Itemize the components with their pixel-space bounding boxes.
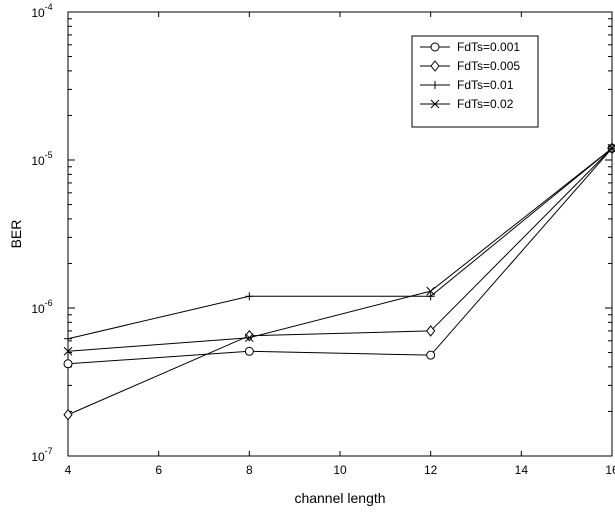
x-tick-label: 6 [155, 463, 162, 477]
marker-circle [426, 350, 436, 360]
marker-cross [430, 99, 440, 109]
axis-ticks: 4 6 8 10 12 14 16 10-7 10-6 10-5 10-4 [31, 2, 615, 477]
marker-shape [244, 333, 254, 343]
marker-cross [426, 286, 436, 296]
marker-diamond [426, 325, 436, 337]
y-tick-label: 10-5 [31, 150, 52, 168]
marker-shape [430, 42, 440, 52]
series-1 [63, 143, 615, 369]
x-tick-label: 16 [605, 463, 615, 477]
y-tick-label: 10-4 [31, 2, 52, 20]
marker-diamond [244, 329, 254, 342]
marker-cross [63, 346, 73, 356]
x-tick-label: 8 [246, 463, 253, 477]
marker-circle [63, 359, 73, 369]
series-line [67, 147, 613, 416]
marker-shape [430, 99, 440, 109]
marker-shape [430, 60, 440, 72]
marker-shape [426, 350, 436, 360]
y-axis-label: BER [8, 220, 24, 249]
series-line [67, 147, 613, 340]
y-tick-label: 10-7 [31, 446, 52, 464]
legend: FdTs=0.001 FdTs=0.005 FdTs=0.01 FdTs=0.02 [411, 35, 539, 128]
marker-diamond [63, 408, 73, 421]
marker-plus [426, 292, 435, 301]
x-axis-label: channel length [294, 490, 385, 506]
legend-entry: FdTs=0.02 [420, 97, 514, 111]
legend-label: FdTs=0.01 [457, 78, 514, 92]
series-3 [64, 144, 615, 343]
marker-shape [244, 329, 254, 342]
x-tick-label: 12 [424, 463, 438, 477]
marker-plus [431, 81, 439, 89]
series-4 [63, 143, 615, 356]
marker-circle [430, 42, 440, 52]
legend-label: FdTs=0.005 [457, 59, 520, 73]
series-layer [63, 142, 615, 421]
series-2 [63, 142, 615, 421]
marker-circle [244, 346, 254, 356]
marker-shape [426, 286, 436, 296]
legend-entry: FdTs=0.005 [420, 59, 520, 73]
y-tick-label: 10-6 [31, 298, 52, 316]
marker-plus [64, 334, 72, 343]
marker-diamond [430, 60, 440, 72]
marker-plus [245, 292, 254, 301]
series-line [67, 147, 613, 365]
x-tick-label: 4 [65, 463, 72, 477]
legend-label: FdTs=0.001 [457, 40, 520, 54]
legend-box [411, 35, 539, 128]
marker-shape [63, 346, 73, 356]
marker-shape [426, 325, 436, 337]
marker-shape [244, 346, 254, 356]
series-line [67, 147, 613, 352]
marker-cross [244, 333, 254, 343]
legend-entry: FdTs=0.01 [420, 78, 514, 92]
legend-label: FdTs=0.02 [457, 97, 514, 111]
marker-shape [63, 408, 73, 421]
x-tick-label: 14 [515, 463, 529, 477]
legend-entry: FdTs=0.001 [420, 40, 520, 54]
marker-shape [63, 359, 73, 369]
x-tick-label: 10 [333, 463, 347, 477]
